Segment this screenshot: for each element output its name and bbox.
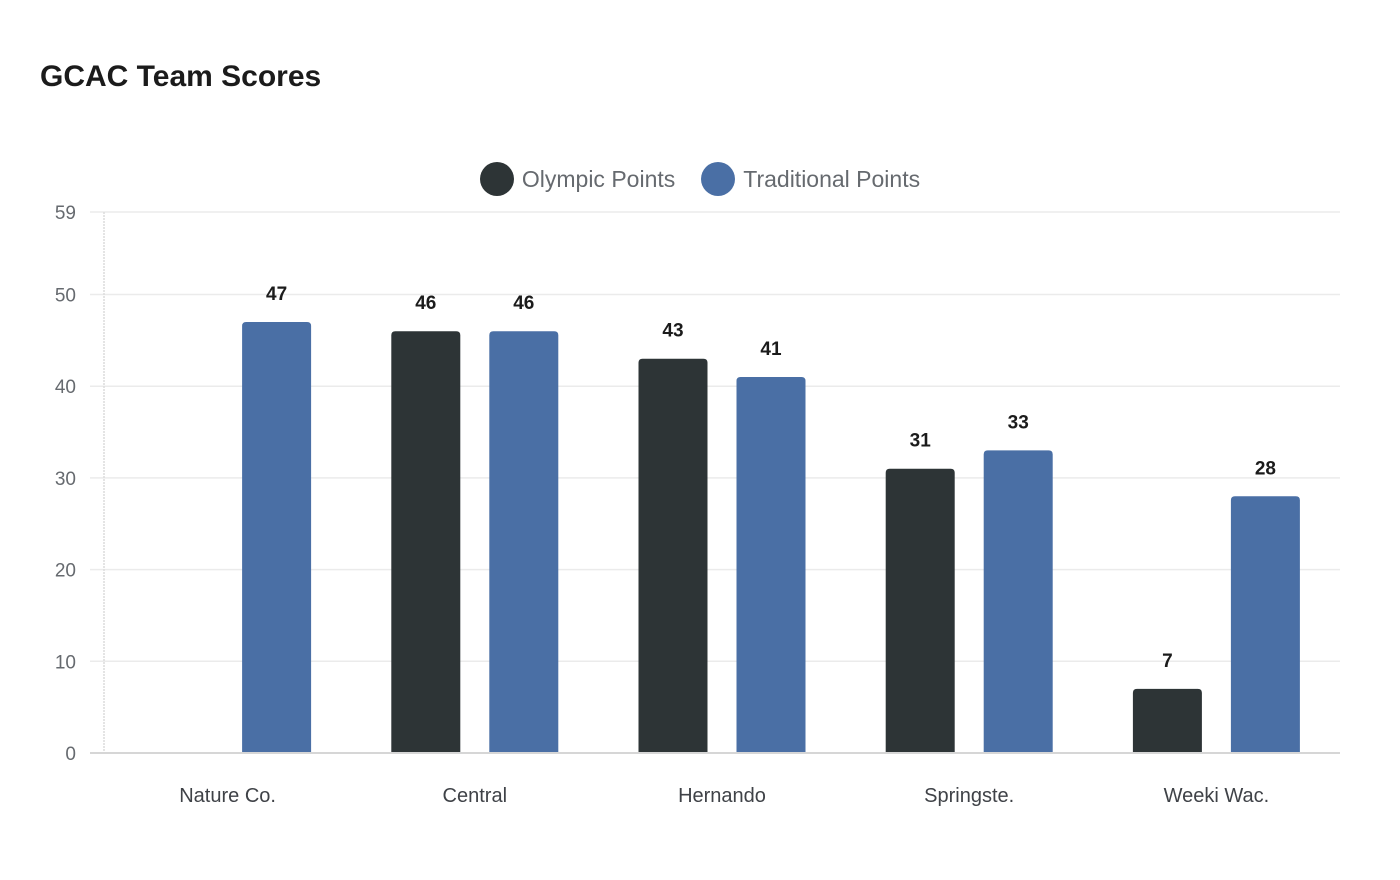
chart-title: GCAC Team Scores xyxy=(40,60,322,93)
x-axis: Nature Co. Central Hernando Springste. Weeki… xyxy=(90,752,1340,807)
y-tick-label: 40 xyxy=(55,377,76,398)
x-tick-label: Springste. xyxy=(924,785,1014,807)
y-tick-label: 59 xyxy=(55,203,76,224)
bar-value-label: 46 xyxy=(513,293,534,314)
bar-value-label: 46 xyxy=(415,293,436,314)
legend-item-olympic-points[interactable]: Olympic Points xyxy=(479,162,676,196)
bar-value-label: 47 xyxy=(266,284,287,305)
y-tick-label: 10 xyxy=(55,652,76,673)
legend-label: Traditional Points xyxy=(743,165,921,192)
bar-value-label: 28 xyxy=(1255,458,1276,479)
bar-traditional-points[interactable] xyxy=(489,331,559,753)
x-tick-label: Weeki Wac. xyxy=(1164,785,1270,807)
bar-value-label: 41 xyxy=(760,339,782,360)
bar-value-label: 7 xyxy=(1162,651,1173,672)
bar-olympic-points[interactable] xyxy=(638,358,708,753)
bar-traditional-points[interactable] xyxy=(1230,496,1300,753)
chart-legend: Olympic Points Traditional Points xyxy=(0,162,1400,196)
y-tick-label: 30 xyxy=(55,469,76,490)
legend-item-traditional-points[interactable]: Traditional Points xyxy=(701,162,920,196)
bar-value-label: 31 xyxy=(910,431,932,452)
x-tick-label: Central xyxy=(443,785,507,807)
x-tick-label: Hernando xyxy=(678,785,766,807)
bars: 47 46 46 43 41 31 33 7 28 xyxy=(242,284,1300,753)
legend-swatch-olympic-icon xyxy=(479,162,514,196)
bar-value-label: 33 xyxy=(1008,412,1029,433)
y-tick-label: 20 xyxy=(55,561,76,582)
bar-value-label: 43 xyxy=(662,321,683,342)
bar-traditional-points[interactable] xyxy=(983,450,1053,753)
bar-olympic-points[interactable] xyxy=(391,331,461,753)
y-tick-label: 0 xyxy=(65,744,76,765)
y-tick-label: 50 xyxy=(55,286,76,307)
x-tick-label: Nature Co. xyxy=(179,785,276,807)
bar-traditional-points[interactable] xyxy=(242,322,312,753)
bar-olympic-points[interactable] xyxy=(885,468,955,753)
legend-swatch-traditional-icon xyxy=(701,162,736,196)
y-axis: 0 10 20 30 40 50 59 xyxy=(55,203,105,765)
legend-label: Olympic Points xyxy=(521,165,676,192)
bar-olympic-points[interactable] xyxy=(1132,688,1202,753)
bar-traditional-points[interactable] xyxy=(736,377,806,753)
